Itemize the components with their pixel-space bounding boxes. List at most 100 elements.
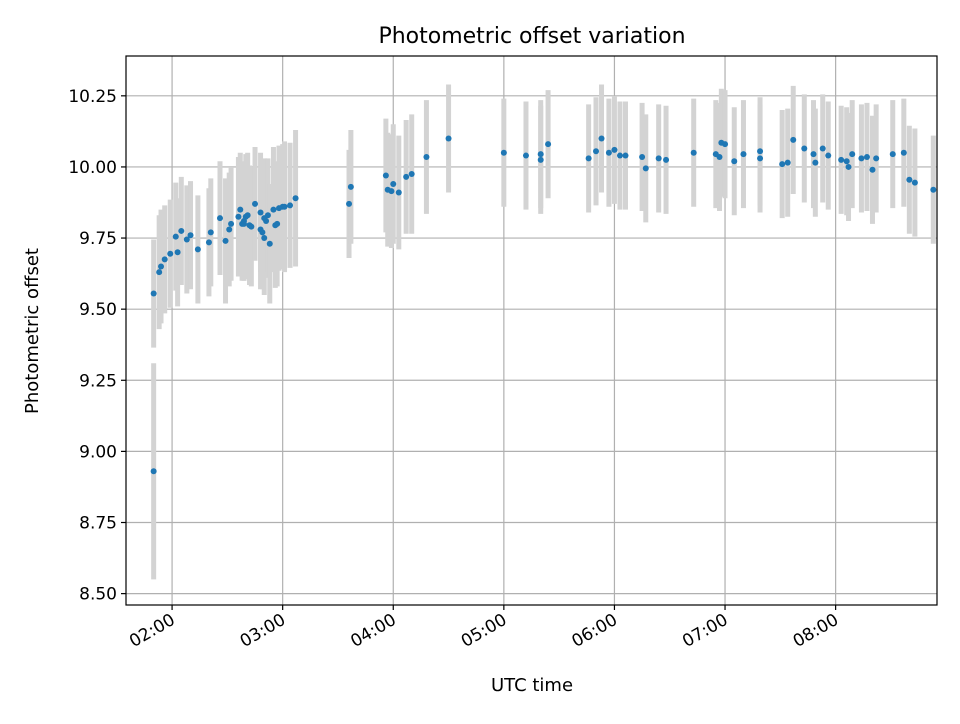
data-point bbox=[838, 156, 845, 163]
data-point bbox=[598, 135, 605, 142]
x-tick-label: 07:00 bbox=[679, 610, 731, 652]
data-point bbox=[226, 226, 233, 233]
data-point bbox=[537, 156, 544, 163]
data-point bbox=[790, 136, 797, 143]
x-tick-label: 03:00 bbox=[237, 610, 289, 652]
data-point bbox=[270, 206, 277, 213]
data-point bbox=[150, 468, 157, 475]
y-tick-label: 9.00 bbox=[79, 442, 117, 462]
data-point bbox=[252, 200, 259, 207]
data-point bbox=[873, 155, 880, 162]
data-point bbox=[611, 146, 618, 153]
data-point bbox=[264, 212, 271, 219]
data-points bbox=[150, 135, 937, 475]
data-point bbox=[261, 235, 268, 242]
data-point bbox=[408, 171, 415, 178]
data-point bbox=[167, 250, 174, 257]
data-point bbox=[423, 153, 430, 160]
y-tick-label: 10.00 bbox=[68, 158, 117, 178]
data-point bbox=[161, 256, 168, 263]
data-point bbox=[259, 229, 266, 236]
data-point bbox=[605, 149, 612, 156]
data-point bbox=[156, 269, 163, 276]
data-point bbox=[174, 249, 181, 256]
data-point bbox=[217, 215, 224, 222]
data-point bbox=[585, 155, 592, 162]
data-point bbox=[388, 188, 395, 195]
data-point bbox=[716, 153, 723, 160]
y-tick-label: 8.50 bbox=[79, 585, 117, 605]
data-point bbox=[889, 151, 896, 158]
data-point bbox=[849, 151, 856, 158]
data-point bbox=[757, 155, 764, 162]
data-point bbox=[346, 200, 353, 207]
data-point bbox=[287, 202, 294, 209]
x-tick-label: 02:00 bbox=[126, 610, 178, 652]
data-point bbox=[845, 163, 852, 170]
data-point bbox=[207, 229, 214, 236]
data-point bbox=[150, 290, 157, 297]
x-axis-ticks: 02:00 03:00 04:00 05:00 06:00 07:00 08:00 bbox=[126, 605, 842, 652]
data-point bbox=[266, 240, 273, 247]
data-point bbox=[257, 209, 264, 216]
y-tick-label: 10.25 bbox=[68, 87, 117, 107]
data-point bbox=[663, 156, 670, 163]
y-tick-label: 9.50 bbox=[79, 300, 117, 320]
data-point bbox=[240, 220, 247, 227]
data-point bbox=[228, 220, 235, 227]
data-point bbox=[639, 153, 646, 160]
data-point bbox=[178, 227, 185, 234]
data-point bbox=[222, 237, 229, 244]
data-point bbox=[500, 149, 507, 156]
data-point bbox=[281, 203, 288, 210]
data-point bbox=[158, 263, 165, 270]
data-point bbox=[390, 181, 397, 188]
y-axis-label: Photometric offset bbox=[22, 248, 43, 414]
data-point bbox=[779, 161, 786, 168]
plot-frame bbox=[125, 55, 938, 606]
data-point bbox=[403, 173, 410, 180]
data-point bbox=[593, 148, 600, 155]
x-axis-label: UTC time bbox=[491, 675, 573, 696]
data-point bbox=[731, 158, 738, 165]
data-point bbox=[757, 148, 764, 155]
data-point bbox=[545, 141, 552, 148]
data-point bbox=[825, 152, 832, 159]
data-point bbox=[843, 158, 850, 165]
data-point bbox=[722, 141, 729, 148]
data-point bbox=[784, 159, 791, 166]
data-point bbox=[522, 152, 529, 159]
y-tick-label: 9.75 bbox=[79, 229, 117, 249]
x-tick-label: 04:00 bbox=[347, 610, 399, 652]
data-point bbox=[812, 159, 819, 166]
data-point bbox=[347, 183, 354, 190]
data-point bbox=[537, 151, 544, 158]
data-point bbox=[930, 186, 937, 193]
data-point bbox=[237, 206, 244, 213]
x-tick-label: 05:00 bbox=[458, 610, 510, 652]
data-point bbox=[248, 223, 255, 230]
data-point bbox=[911, 179, 918, 186]
data-point bbox=[445, 135, 452, 142]
y-tick-label: 8.75 bbox=[79, 514, 117, 534]
data-point bbox=[235, 213, 242, 220]
data-point bbox=[194, 246, 201, 253]
data-point bbox=[292, 195, 299, 202]
y-tick-label: 9.25 bbox=[79, 371, 117, 391]
data-point bbox=[382, 172, 389, 179]
data-point bbox=[187, 232, 194, 239]
y-axis-ticks: 8.50 8.75 9.00 9.25 9.50 9.75 10.00 10.25 bbox=[68, 87, 126, 605]
data-point bbox=[690, 149, 697, 156]
chart-title: Photometric offset variation bbox=[378, 24, 685, 49]
data-point bbox=[900, 149, 907, 156]
data-point bbox=[622, 152, 629, 159]
data-point bbox=[906, 176, 913, 183]
data-point bbox=[869, 166, 876, 173]
data-point bbox=[183, 236, 190, 243]
data-point bbox=[810, 151, 817, 158]
data-point bbox=[655, 155, 662, 162]
x-tick-label: 06:00 bbox=[569, 610, 621, 652]
data-point bbox=[858, 155, 865, 162]
data-point bbox=[642, 165, 649, 172]
